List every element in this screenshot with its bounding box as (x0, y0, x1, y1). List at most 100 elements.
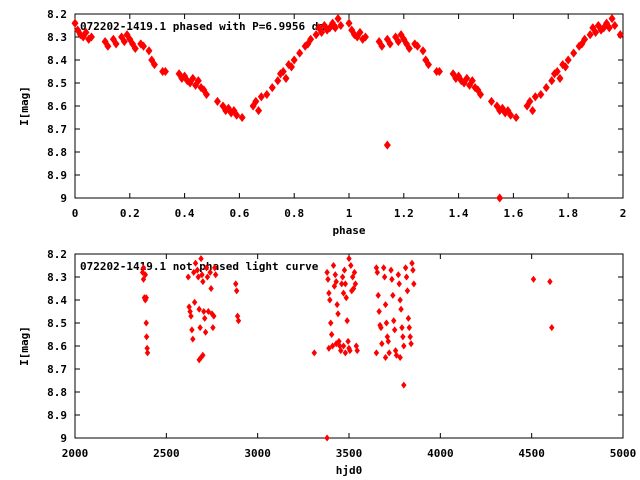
unphased-data-point (201, 314, 208, 322)
unphased-data-point (196, 305, 202, 313)
unphased-data-point (195, 273, 202, 281)
unphased-data-point (192, 259, 199, 267)
unphased-data-point (342, 280, 349, 288)
phased-data-point (548, 76, 556, 86)
phased-data-point (71, 18, 79, 28)
unphased-data-point (333, 278, 339, 286)
unphased-data-point (188, 312, 194, 320)
phased-data-point (82, 27, 90, 37)
unphased-data-point (399, 324, 405, 332)
unphased-data-point (385, 337, 391, 345)
phased-data-point (255, 106, 263, 116)
unphased-y-tick-label: 9 (60, 432, 67, 445)
unphased-data-point (329, 342, 336, 350)
phased-data-point (435, 66, 443, 77)
unphased-data-point (143, 319, 149, 327)
phased-data-point (424, 60, 432, 70)
unphased-data-point (345, 337, 351, 345)
phased-data-point (616, 30, 624, 40)
unphased-data-point (200, 278, 206, 286)
phased-data-point (296, 48, 304, 58)
unphased-data-point (407, 333, 413, 341)
phased-data-point (183, 76, 191, 86)
unphased-data-point (352, 280, 359, 288)
phased-data-point (268, 83, 276, 93)
phased-x-axis-label: phase (332, 224, 365, 237)
unphased-data-point (330, 261, 337, 270)
unphased-data-point (391, 326, 398, 334)
unphased-data-point (382, 353, 389, 362)
phased-plot-frame (74, 13, 624, 199)
phased-data-point (605, 23, 613, 33)
unphased-data-point (382, 301, 389, 309)
unphased-data-point (397, 353, 403, 362)
unphased-data-point (194, 266, 201, 274)
phased-y-tick-label: 8.4 (47, 54, 67, 67)
unphased-x-tick-label: 2000 (62, 447, 89, 460)
phased-y-tick-label: 8.7 (47, 123, 67, 136)
phased-x-tick-label: 2 (620, 207, 627, 220)
phased-data-point (556, 73, 564, 83)
phased-data-point (526, 96, 534, 106)
phased-y-tick-label: 8.3 (47, 31, 67, 44)
phased-data-point (356, 27, 364, 37)
unphased-data-point (328, 319, 334, 327)
phased-data-point (307, 34, 315, 44)
unphased-y-tick-label: 8.7 (47, 363, 67, 376)
unphased-data-point (340, 289, 347, 297)
unphased-chart: 2000 2500 3000 3500 4000 4500 5000 8.2 8.3 8.4 8.5… (18, 248, 636, 477)
unphased-data-point (311, 349, 317, 357)
phased-data-point (405, 43, 413, 54)
unphased-x-tick-label: 5000 (610, 447, 637, 460)
phased-data-point (468, 76, 476, 86)
phased-data-point (279, 66, 287, 77)
phased-data-point (131, 43, 139, 54)
unphased-data-point (396, 280, 402, 288)
phased-data-point (361, 32, 369, 42)
unphased-data-point (403, 273, 410, 281)
phased-data-point (463, 73, 471, 83)
phased-data-point (233, 110, 241, 120)
unphased-data-point (348, 261, 354, 270)
unphased-data-point (381, 273, 388, 281)
unphased-data-point (235, 317, 242, 325)
unphased-data-point (144, 349, 151, 357)
phased-x-tick-label: 0.4 (175, 207, 195, 220)
phased-y-tick-label: 9 (60, 192, 67, 205)
unphased-data-point (390, 291, 396, 299)
unphased-data-point (402, 264, 409, 272)
phased-data-point (457, 76, 465, 86)
phased-data-point (496, 193, 504, 203)
unphased-data-point (326, 289, 332, 297)
unphased-data-point (143, 333, 150, 341)
phased-data-point (512, 112, 520, 123)
unphased-data-point (233, 287, 240, 295)
phased-x-tick-label: 0.8 (284, 207, 304, 220)
phased-x-tick-label: 1.2 (394, 207, 414, 220)
phased-data-point (586, 30, 594, 40)
unphased-data-point (409, 259, 415, 267)
unphased-data-point (383, 319, 390, 327)
phased-data-point (282, 73, 290, 83)
phased-x-tick-label: 0.2 (120, 207, 140, 220)
unphased-y-tick-label: 8.8 (47, 386, 67, 399)
unphased-data-point (204, 273, 211, 281)
phased-data-point (312, 30, 320, 40)
unphased-data-point (388, 266, 394, 274)
unphased-data-point (547, 278, 553, 286)
phased-x-tick-label: 1.6 (503, 207, 523, 220)
unphased-data-point (211, 312, 217, 320)
unphased-data-point (338, 280, 345, 288)
unphased-data-point (389, 275, 395, 283)
unphased-data-point (378, 324, 384, 332)
unphased-data-point (210, 324, 216, 332)
phased-data-point (487, 96, 495, 106)
phased-data-point (139, 41, 148, 51)
phased-data-point (561, 62, 569, 72)
unphased-data-point (340, 342, 347, 350)
phased-data-point (529, 106, 537, 116)
unphased-y-tick-label: 8.6 (47, 340, 67, 353)
phased-data-point (345, 18, 353, 28)
phased-data-point (413, 41, 422, 51)
unphased-data-point (386, 349, 392, 357)
